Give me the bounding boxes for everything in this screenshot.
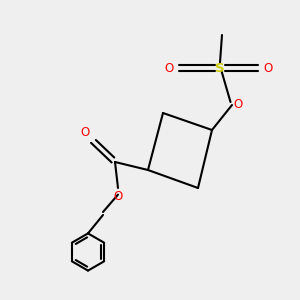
Text: O: O — [263, 61, 273, 74]
Text: O: O — [113, 190, 123, 202]
Text: O: O — [233, 98, 243, 112]
Text: S: S — [215, 61, 225, 74]
Text: O: O — [164, 61, 173, 74]
Text: O: O — [80, 125, 90, 139]
